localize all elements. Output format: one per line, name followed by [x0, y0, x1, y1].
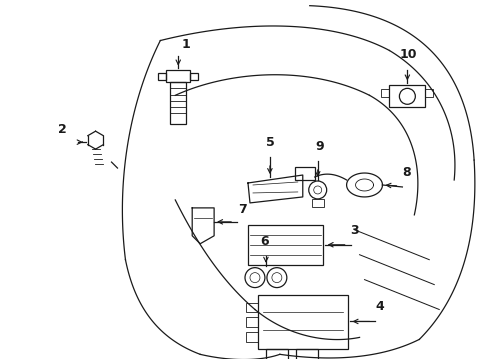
Text: 6: 6 [260, 235, 268, 248]
Bar [245, 318, 258, 328]
Bar [425, 89, 432, 97]
Bar [245, 302, 258, 312]
Text: 9: 9 [315, 140, 324, 153]
Text: 10: 10 [399, 49, 416, 62]
Bar [170, 82, 186, 124]
Text: 8: 8 [402, 166, 410, 179]
Bar [295, 349, 317, 360]
Text: 5: 5 [265, 136, 274, 149]
Bar [245, 332, 258, 342]
Bar [294, 167, 314, 180]
Bar [265, 349, 287, 360]
Bar [166, 71, 190, 82]
Text: 1: 1 [181, 37, 190, 50]
Text: 4: 4 [375, 301, 384, 314]
Bar [258, 294, 347, 349]
Text: 3: 3 [350, 224, 359, 237]
Bar [381, 89, 388, 97]
Bar [388, 85, 425, 107]
Bar [190, 73, 198, 80]
Text: 2: 2 [58, 123, 66, 136]
Bar [247, 225, 322, 265]
Text: 7: 7 [238, 203, 246, 216]
Bar [158, 73, 166, 80]
Bar [311, 199, 323, 207]
